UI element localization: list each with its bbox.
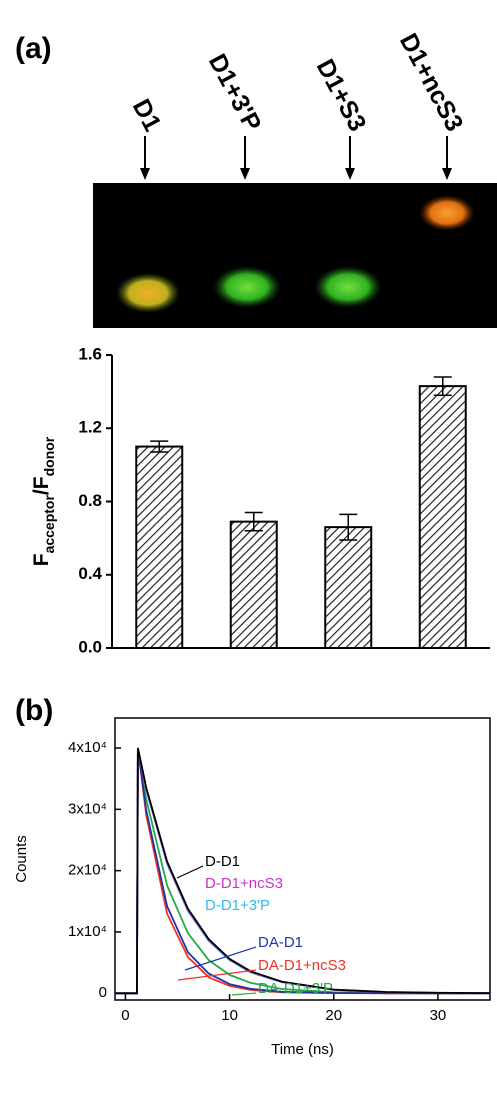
x-axis-label: Time (ns) [271,1041,334,1058]
y-tick-label: 4x10⁴ [68,739,107,756]
lane-arrow-head [240,168,250,180]
bar [420,386,466,648]
gel-band [419,195,475,231]
legend-leader [177,866,203,878]
lane-label: D1+S3 [311,55,372,136]
y-tick-label: 1x10⁴ [68,923,107,940]
y-axis-label-part: donor [41,436,57,476]
legend-label: DA-D1+3'P [258,980,333,997]
lane-arrow-head [345,168,355,180]
y-axis-label-part: acceptor [41,495,57,554]
panel-label: (a) [15,32,52,65]
gel-band [116,273,180,313]
lane-arrow-head [140,168,150,180]
lane-label: D1 [127,95,167,136]
y-tick-label: 1.6 [78,344,102,363]
y-tick-label: 3x10⁴ [68,800,107,817]
x-tick-label: 10 [221,1007,238,1024]
y-axis-label: Facceptor/Fdonor [30,436,57,566]
x-tick-label: 0 [121,1007,129,1024]
bar [325,527,371,648]
gel-band [213,266,281,308]
lane-label: D1+3'P [203,49,267,136]
legend-label: DA-D1+ncS3 [258,957,346,974]
bar [136,447,182,648]
y-tick-label: 0.4 [78,564,102,583]
legend-label: DA-D1 [258,934,303,951]
y-tick-label: 0.0 [78,637,102,656]
legend-label: D-D1+3'P [205,897,270,914]
bar [231,522,277,648]
y-tick-label: 2x10⁴ [68,862,107,879]
legend-label: D-D1+ncS3 [205,875,283,892]
y-axis-label-part: /F [30,476,53,495]
figure: (a) (b) D1 D1+3'P D1+S3 D1+ncS3 0.0 0.4 0.8 1.2… [0,0,497,1101]
y-tick-label: 1.2 [78,418,102,437]
x-tick-label: 20 [325,1007,342,1024]
legend-label: D-D1 [205,853,240,870]
gel-band [314,266,382,308]
y-axis-label: Counts [13,835,30,883]
y-axis-label-part: F [30,553,53,566]
y-tick-label: 0 [99,984,107,1001]
x-tick-label: 30 [430,1007,447,1024]
panel-label: (b) [15,694,53,727]
lane-arrow-head [442,168,452,180]
y-tick-label: 0.8 [78,491,102,510]
lane-label: D1+ncS3 [394,29,469,136]
legend-leader [232,993,256,995]
